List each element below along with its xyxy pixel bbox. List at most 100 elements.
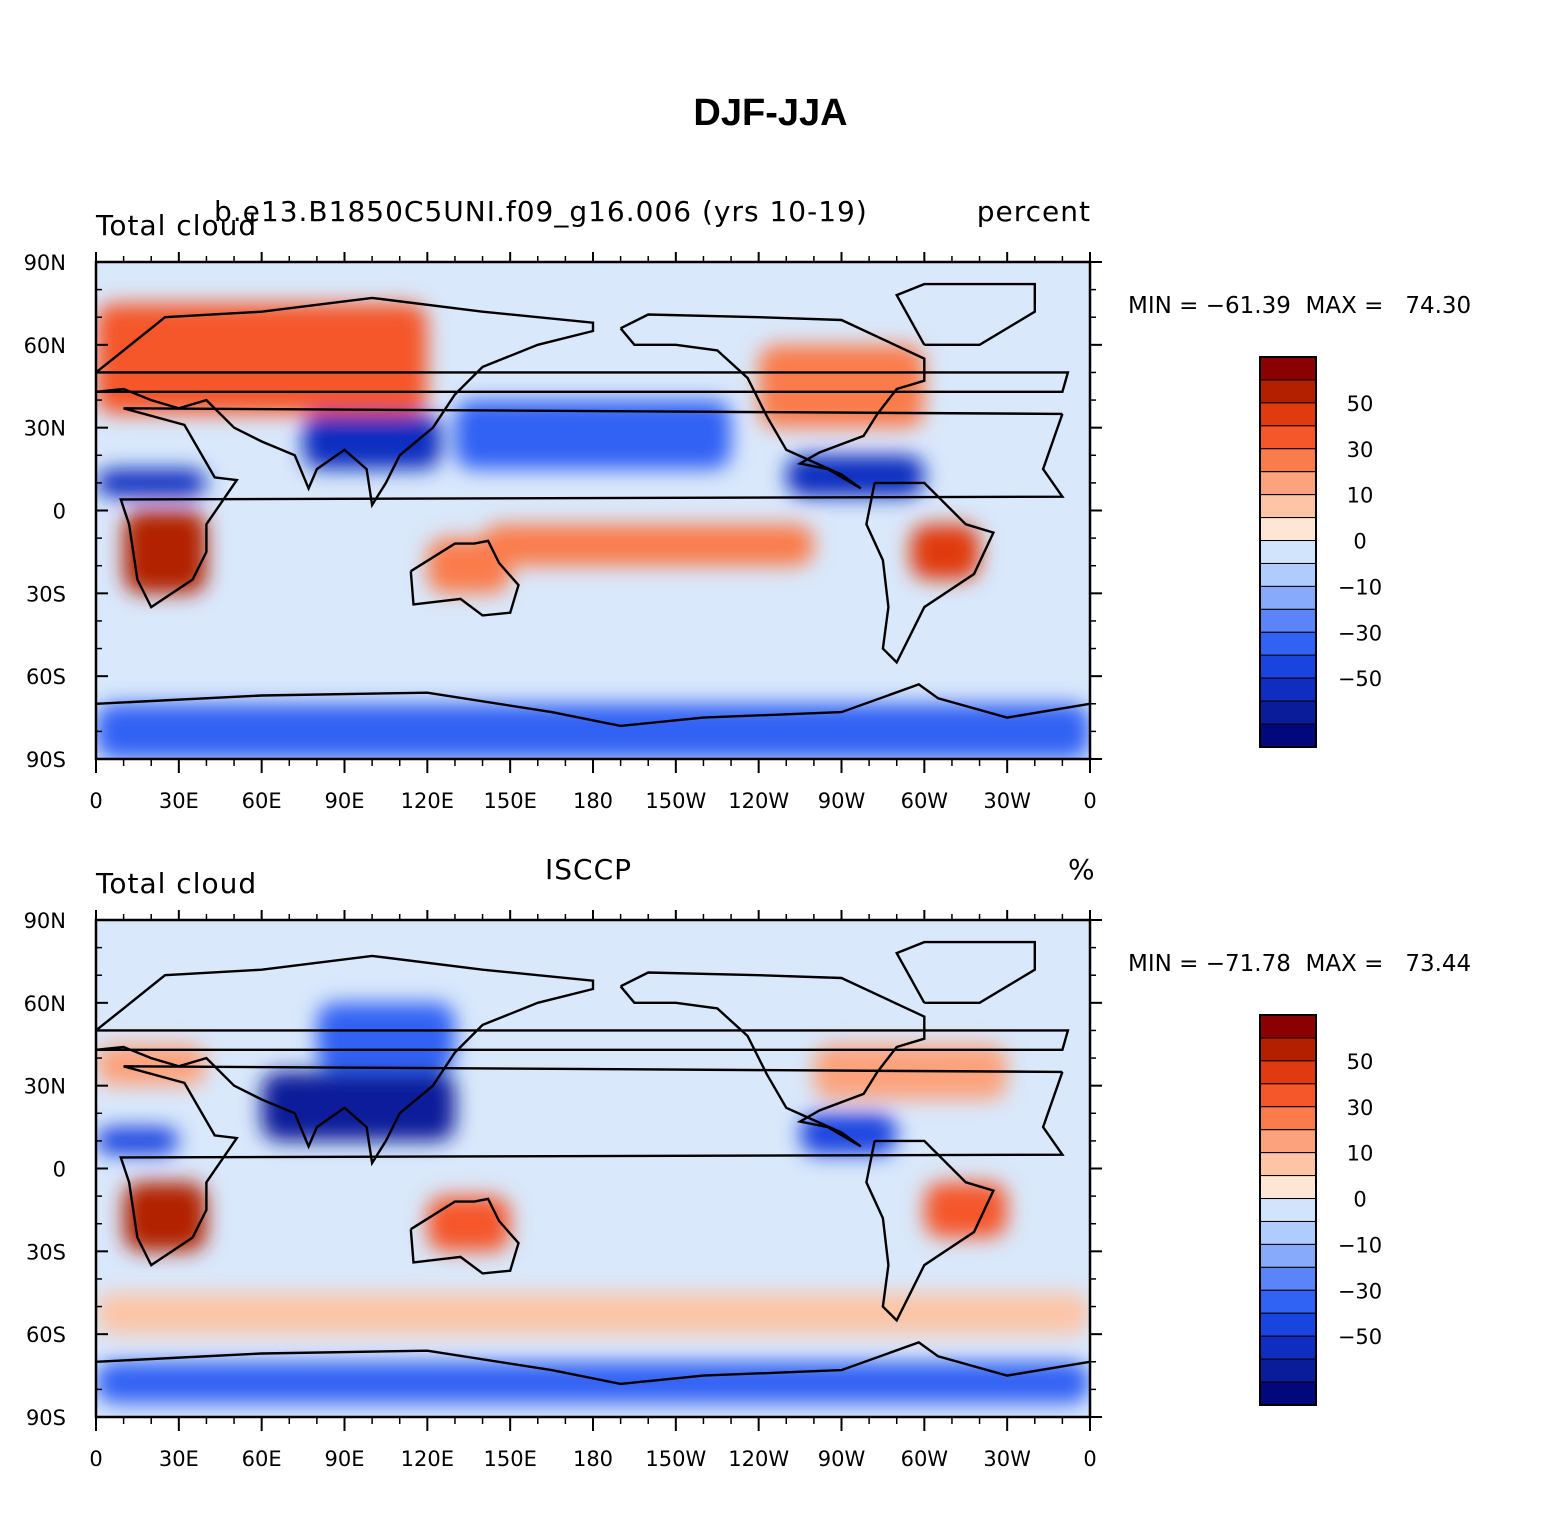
field-region [123, 1182, 207, 1252]
coastline [894, 940, 1036, 1004]
lon-tick-label: 150E [483, 1447, 536, 1471]
panel-case-label: b.e13.B1850C5UNI.f09_g16.006 (yrs 10-19) [214, 195, 868, 228]
field-region [454, 400, 732, 470]
field-region [786, 455, 925, 497]
coastline [119, 1065, 1065, 1267]
colorbar-cell [1259, 1060, 1317, 1085]
lat-tick-label: 30S [26, 582, 66, 606]
colorbar-frame [1259, 356, 1317, 748]
coastline [96, 1341, 1090, 1386]
colorbar-label: −10 [1338, 1233, 1382, 1257]
colorbar-label: 0 [1353, 530, 1366, 554]
colorbar-label: −50 [1338, 667, 1382, 691]
lon-tick-label: 120E [401, 789, 454, 813]
colorbar-label: 30 [1347, 1096, 1374, 1120]
colorbar-cell [1259, 585, 1317, 610]
lon-tick-label: 60W [901, 1447, 949, 1471]
map-background [96, 920, 1090, 1417]
lon-tick-label: 180 [573, 789, 613, 813]
lat-tick-label: 30S [26, 1240, 66, 1264]
colorbar-cell [1259, 1358, 1317, 1383]
colorbar-cell [1259, 1220, 1317, 1245]
lon-tick-label: 90E [325, 789, 365, 813]
coastline [865, 481, 996, 665]
coastline [119, 407, 1065, 609]
colorbar-label: −10 [1338, 575, 1382, 599]
lat-tick-label: 30N [24, 417, 66, 441]
lat-tick-label: 60S [26, 1323, 66, 1347]
lon-tick-label: 150E [483, 789, 536, 813]
colorbar-cell [1259, 723, 1317, 748]
lon-tick-label: 60E [242, 1447, 282, 1471]
colorbar-cell [1259, 1243, 1317, 1268]
min-max-readout: MIN = −61.39 MAX = 74.30 [1128, 293, 1471, 319]
lon-tick-label: 30E [159, 1447, 199, 1471]
colorbar-cell [1259, 448, 1317, 473]
lat-tick-label: 90N [24, 251, 66, 275]
colorbar-cell [1259, 1381, 1317, 1406]
lon-tick-label: 30E [159, 789, 199, 813]
colorbar-cell [1259, 1037, 1317, 1062]
min-max-readout: MIN = −71.78 MAX = 73.44 [1128, 951, 1471, 977]
colorbar-cell [1259, 1335, 1317, 1360]
lon-tick-label: 120E [401, 1447, 454, 1471]
lon-tick-label: 0 [1083, 1447, 1096, 1471]
max-label: MAX = 74.30 [1305, 293, 1472, 319]
colorbar-cell [1259, 1175, 1317, 1200]
coastline [96, 296, 1070, 509]
colorbar-cell [1259, 356, 1317, 381]
coastline [619, 971, 926, 1148]
lon-tick-label: 60W [901, 789, 949, 813]
colorbar-cell [1259, 1312, 1317, 1337]
lon-tick-label: 90E [325, 1447, 365, 1471]
panel-variable-label: Total cloud [96, 209, 258, 242]
panel-units-label: percent [976, 195, 1091, 228]
colorbar-cell [1259, 1152, 1317, 1177]
lat-tick-label: 60N [24, 992, 66, 1016]
lat-tick-label: 0 [53, 1158, 66, 1182]
colorbar-cell [1259, 654, 1317, 679]
panel-units-label: % [1068, 853, 1096, 886]
lat-tick-label: 30N [24, 1075, 66, 1099]
colorbar-cell [1259, 471, 1317, 496]
lon-tick-label: 30W [983, 1447, 1031, 1471]
field-region [924, 1182, 1008, 1238]
colorbar-cell [1259, 540, 1317, 564]
colorbar-cell [1259, 1198, 1317, 1222]
field-region [96, 469, 207, 497]
lat-tick-label: 0 [53, 500, 66, 524]
colorbar-label: −50 [1338, 1325, 1382, 1349]
colorbar-cell [1259, 1014, 1317, 1039]
lon-tick-label: 90W [818, 1447, 866, 1471]
lon-tick-label: 90W [818, 789, 866, 813]
lon-tick-label: 180 [573, 1447, 613, 1471]
field-region [910, 524, 980, 580]
field-region [96, 1127, 179, 1155]
map-plot: 90N 60N 30N 0 30S 60S 90S 0 30E 60E 90E 120E 150E 180… [24, 251, 1383, 813]
lon-tick-label: 30W [983, 789, 1031, 813]
field-region [96, 1361, 1090, 1404]
colorbar-cell [1259, 402, 1317, 427]
colorbar-cell [1259, 677, 1317, 702]
coastline [619, 313, 926, 490]
colorbar-cell [1259, 425, 1317, 450]
field-region [96, 1044, 207, 1086]
colorbar-cell [1259, 494, 1317, 519]
coastline [409, 539, 520, 617]
colorbar-cell [1259, 608, 1317, 633]
colorbar-cell [1259, 562, 1317, 587]
field-region [482, 524, 814, 566]
field-region [96, 703, 1090, 759]
panel-source-label: ISCCP [545, 853, 633, 886]
lon-tick-label: 120W [728, 789, 789, 813]
coastline [96, 954, 1070, 1167]
coastline [409, 1197, 520, 1275]
colorbar-cell [1259, 1106, 1317, 1131]
colorbar-cell [1259, 631, 1317, 656]
lon-tick-label: 60E [242, 789, 282, 813]
lon-tick-label: 150W [645, 789, 706, 813]
lat-tick-label: 60S [26, 665, 66, 689]
field-region [303, 413, 442, 470]
lon-tick-label: 0 [89, 1447, 102, 1471]
colorbar-label: 50 [1347, 1050, 1374, 1074]
